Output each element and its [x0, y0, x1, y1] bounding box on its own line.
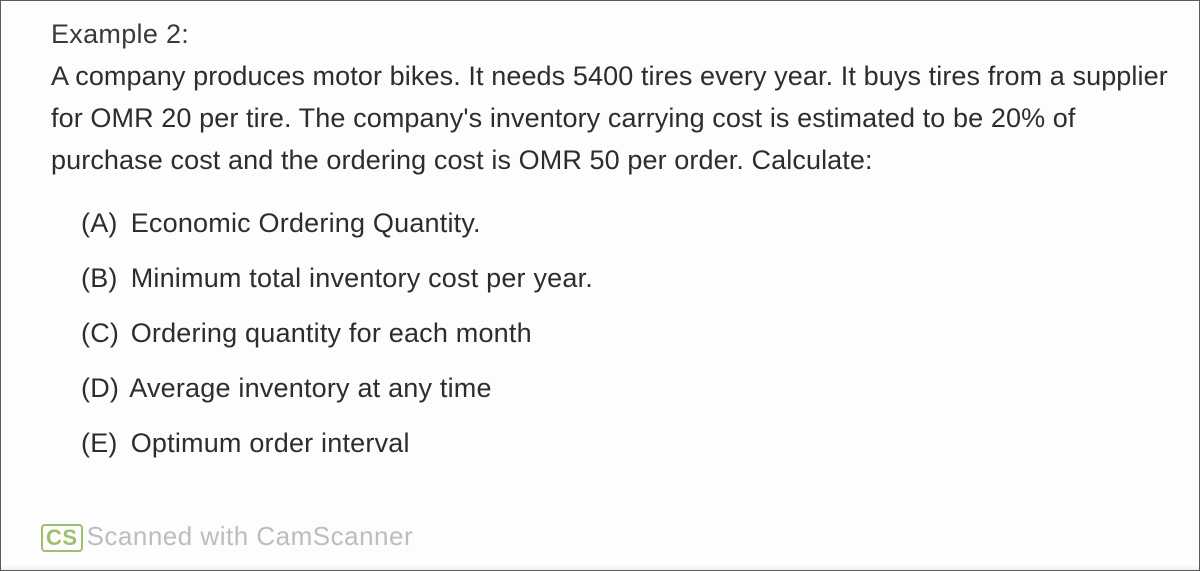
watermark-text: Scanned with CamScanner [87, 521, 414, 551]
question-text: Economic Ordering Quantity. [131, 208, 481, 238]
scanner-watermark: CSScanned with CamScanner [41, 521, 413, 552]
question-text: Optimum order interval [131, 428, 410, 458]
problem-statement: A company produces motor bikes. It needs… [51, 56, 1179, 182]
question-label: (B) [81, 263, 123, 294]
question-label: (D) [81, 373, 123, 404]
question-e: (E) Optimum order interval [81, 428, 1179, 459]
question-c: (C) Ordering quantity for each month [81, 318, 1179, 349]
question-d: (D) Average inventory at any time [81, 373, 1179, 404]
question-text: Minimum total inventory cost per year. [131, 263, 593, 293]
question-list: (A) Economic Ordering Quantity. (B) Mini… [51, 208, 1179, 459]
question-label: (A) [81, 208, 123, 239]
question-b: (B) Minimum total inventory cost per yea… [81, 263, 1179, 294]
question-label: (E) [81, 428, 123, 459]
question-text: Average inventory at any time [129, 373, 492, 403]
question-text: Ordering quantity for each month [131, 318, 532, 348]
document-page: Example 2: A company produces motor bike… [0, 0, 1200, 571]
question-a: (A) Economic Ordering Quantity. [81, 208, 1179, 239]
camscanner-badge-icon: CS [41, 524, 83, 552]
question-label: (C) [81, 318, 123, 349]
example-heading: Example 2: [51, 19, 1179, 50]
